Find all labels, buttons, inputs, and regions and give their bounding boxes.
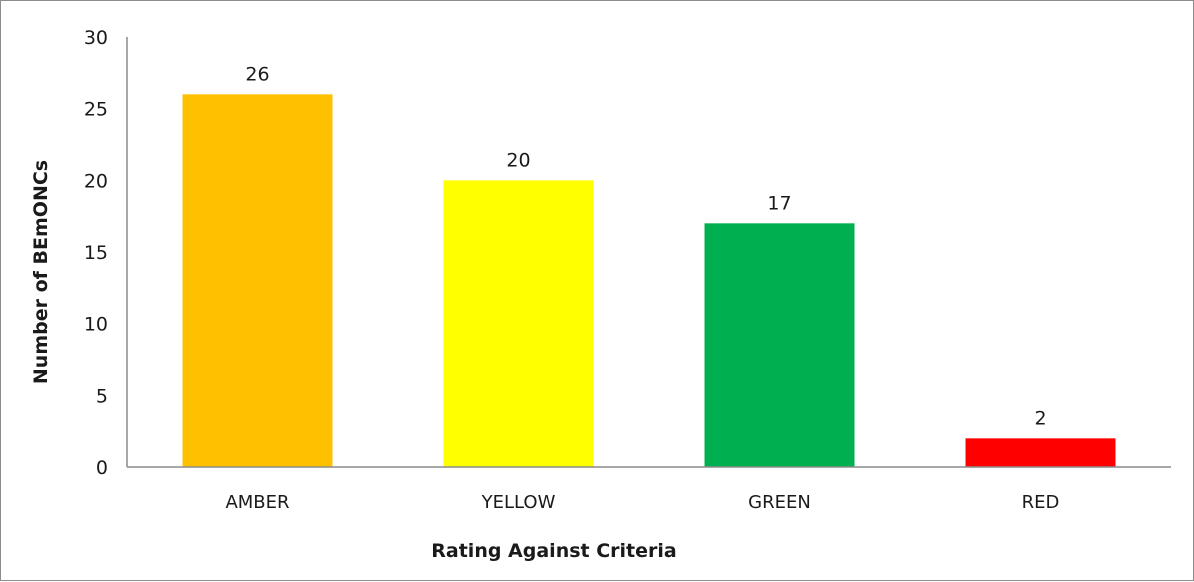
data-label-red: 2 xyxy=(1034,407,1046,429)
x-tick-label-green: GREEN xyxy=(748,492,811,513)
y-tick-label: 5 xyxy=(96,385,108,407)
bar-yellow xyxy=(443,180,594,468)
bar-red xyxy=(965,438,1116,467)
y-axis-title: Number of BEmONCs xyxy=(30,160,52,384)
x-tick-label-red: RED xyxy=(1022,492,1060,513)
y-tick-label: 25 xyxy=(84,99,108,121)
data-label-amber: 26 xyxy=(245,63,269,85)
y-tick-label: 20 xyxy=(84,170,108,192)
y-tick-label: 10 xyxy=(84,314,108,336)
data-labels: 26 20 17 2 xyxy=(245,63,1046,429)
x-axis-ticks: AMBER YELLOW GREEN RED xyxy=(225,492,1059,513)
x-axis-title: Rating Against Criteria xyxy=(431,540,676,562)
bar-amber xyxy=(182,94,333,467)
bars xyxy=(182,94,1116,468)
y-axis-ticks: 0 5 10 15 20 25 30 xyxy=(84,27,108,479)
data-label-yellow: 20 xyxy=(506,149,530,171)
x-tick-label-amber: AMBER xyxy=(225,492,289,513)
y-tick-label: 15 xyxy=(84,242,108,264)
y-tick-label: 30 xyxy=(84,27,108,49)
x-tick-label-yellow: YELLOW xyxy=(481,492,556,513)
data-label-green: 17 xyxy=(767,192,791,214)
y-tick-label: 0 xyxy=(96,457,108,479)
bar-green xyxy=(704,223,855,467)
